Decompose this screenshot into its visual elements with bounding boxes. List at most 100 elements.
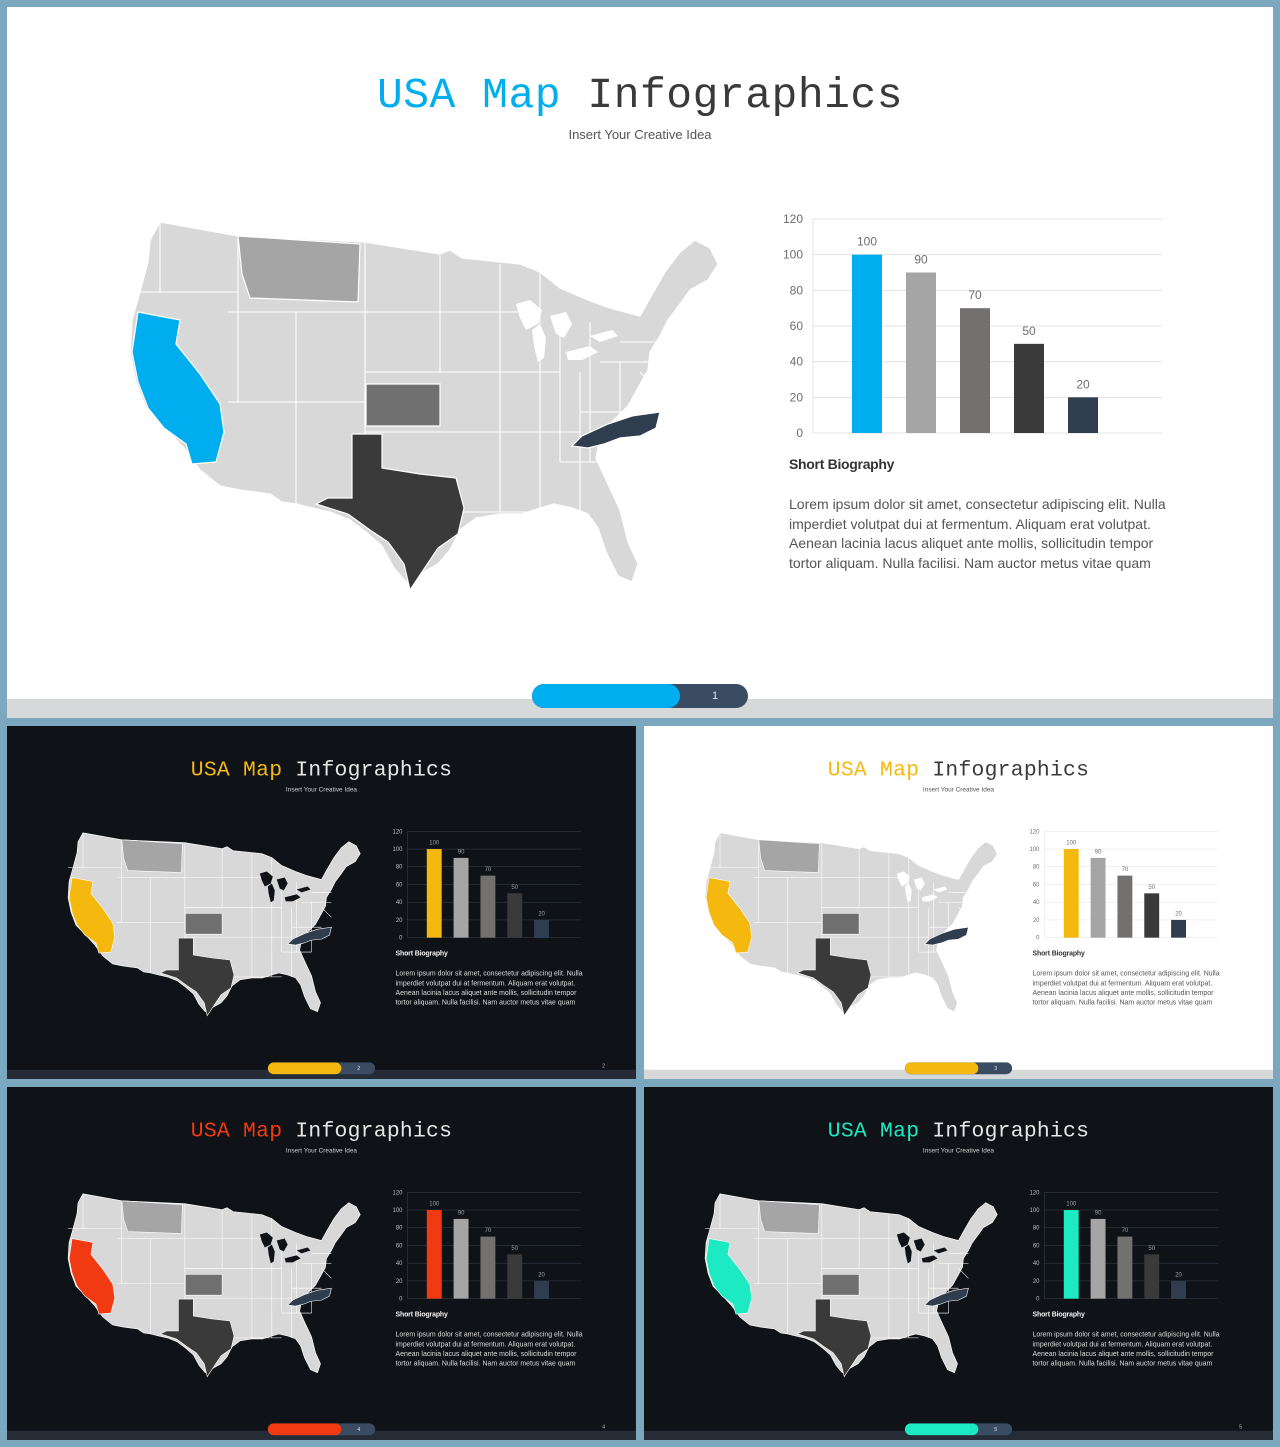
page-number: 1 xyxy=(711,690,719,702)
page-indicator[interactable]: 2 xyxy=(267,1062,376,1075)
y-tick-label: 100 xyxy=(393,1208,404,1214)
page-number: 2 xyxy=(357,1065,361,1072)
bar xyxy=(1014,343,1044,433)
slide-subtitle: Insert Your Creative Idea xyxy=(285,1146,358,1155)
y-tick-label: 40 xyxy=(790,355,804,369)
page-indicator[interactable]: 5 xyxy=(904,1423,1013,1436)
corner-page-number: 5 xyxy=(1239,1423,1243,1430)
usa-map xyxy=(67,1193,361,1378)
page-indicator[interactable]: 4 xyxy=(267,1423,376,1436)
bar-data-label: 50 xyxy=(511,885,518,891)
state-north-carolina xyxy=(570,411,661,449)
state-north-carolina xyxy=(924,1287,969,1307)
state-border xyxy=(958,907,969,918)
bio-text: Lorem ipsum dolor sit amet, consectetur … xyxy=(395,968,583,1006)
page-indicator-fill xyxy=(532,684,680,708)
great-lake xyxy=(933,886,948,893)
title-accent-text: USA Map xyxy=(827,1118,920,1144)
great-lake xyxy=(921,1255,938,1263)
y-tick-label: 20 xyxy=(396,1279,403,1285)
slide-title: USA Map Infographics xyxy=(7,758,636,782)
y-tick-label: 40 xyxy=(1033,900,1040,906)
y-tick-label: 120 xyxy=(393,1190,404,1196)
bar-data-label: 90 xyxy=(458,1210,465,1216)
bar xyxy=(1171,1280,1187,1299)
bar xyxy=(534,919,550,938)
slide-content: USA Map Infographics Insert Your Creativ… xyxy=(7,1087,636,1440)
y-tick-label: 40 xyxy=(1033,1261,1040,1267)
bar-data-label: 100 xyxy=(1066,841,1077,847)
slide-3[interactable]: USA Map Infographics Insert Your Creativ… xyxy=(644,726,1273,1079)
state-texas xyxy=(159,937,235,1017)
great-lake xyxy=(259,871,273,887)
y-tick-label: 20 xyxy=(790,390,804,404)
page-indicator-fill xyxy=(267,1062,342,1075)
footer-strip xyxy=(7,1430,636,1440)
bar xyxy=(1063,849,1079,938)
page-indicator[interactable]: 1 xyxy=(532,684,748,708)
y-tick-label: 60 xyxy=(396,882,403,888)
y-tick-label: 60 xyxy=(790,319,804,333)
great-lake xyxy=(276,877,288,891)
y-tick-label: 60 xyxy=(1033,882,1040,888)
slide-content: USA Map Infographics Insert Your Creativ… xyxy=(7,726,636,1079)
bar xyxy=(1063,1210,1079,1299)
bar xyxy=(906,272,936,433)
slide-content: USA Map Infographics Insert Your Creativ… xyxy=(7,7,1273,718)
state-north-carolina xyxy=(287,926,332,946)
state-california xyxy=(68,877,116,954)
bar xyxy=(507,893,523,938)
slide-4[interactable]: USA Map Infographics Insert Your Creativ… xyxy=(7,1087,636,1440)
great-lake xyxy=(904,883,912,903)
state-montana xyxy=(237,235,361,303)
title-rest-text: Infographics xyxy=(295,757,453,783)
bar-data-label: 50 xyxy=(511,1246,518,1252)
great-lake xyxy=(532,324,546,362)
page-indicator-fill xyxy=(904,1062,979,1075)
bio-title: Short Biography xyxy=(395,949,448,958)
state-kansas xyxy=(822,912,860,935)
page-indicator[interactable]: 3 xyxy=(904,1062,1013,1075)
y-tick-label: 100 xyxy=(393,847,404,853)
corner-page-number: 2 xyxy=(602,1062,606,1069)
state-texas xyxy=(796,1298,872,1378)
bio-text: Lorem ipsum dolor sit amet, consectetur … xyxy=(395,1329,583,1367)
bar-data-label: 90 xyxy=(1095,849,1102,855)
state-kansas xyxy=(365,383,441,427)
y-tick-label: 40 xyxy=(396,1261,403,1267)
bar xyxy=(1068,397,1098,433)
state-border xyxy=(958,1268,969,1279)
slide-2[interactable]: USA Map Infographics Insert Your Creativ… xyxy=(7,726,636,1079)
bar xyxy=(1144,1254,1160,1299)
bar-data-label: 70 xyxy=(968,288,982,302)
bar xyxy=(453,857,469,938)
state-texas xyxy=(796,937,872,1017)
page-number: 4 xyxy=(357,1426,361,1433)
slide-5[interactable]: USA Map Infographics Insert Your Creativ… xyxy=(644,1087,1273,1440)
state-california xyxy=(68,1238,116,1315)
great-lake xyxy=(296,1247,311,1254)
title-accent-text: USA Map xyxy=(190,1118,283,1144)
bar-data-label: 70 xyxy=(1122,867,1129,873)
bar-data-label: 90 xyxy=(458,849,465,855)
great-lake xyxy=(296,886,311,893)
footer-strip xyxy=(644,1069,1273,1079)
slide-content: USA Map Infographics Insert Your Creativ… xyxy=(644,1087,1273,1440)
bar xyxy=(480,875,496,938)
bar-chart: 0 20 40 60 80 100 120 100 90 70 50 20 xyxy=(1030,829,1218,942)
state-montana xyxy=(758,839,820,873)
page-indicator-fill xyxy=(267,1423,342,1436)
bar xyxy=(1144,893,1160,938)
slide-1[interactable]: USA Map Infographics Insert Your Creativ… xyxy=(7,7,1273,718)
title-rest-text: Infographics xyxy=(587,71,904,120)
y-tick-label: 120 xyxy=(1030,1190,1041,1196)
title-accent-text: USA Map xyxy=(827,757,920,783)
y-tick-label: 0 xyxy=(1036,1297,1040,1303)
great-lake xyxy=(896,1232,910,1248)
state-california xyxy=(705,1238,753,1315)
bio-title: Short Biography xyxy=(789,456,895,472)
title-rest-text: Infographics xyxy=(295,1118,453,1144)
great-lake xyxy=(550,312,572,338)
great-lake xyxy=(590,330,618,342)
slide-title: USA Map Infographics xyxy=(644,758,1273,782)
